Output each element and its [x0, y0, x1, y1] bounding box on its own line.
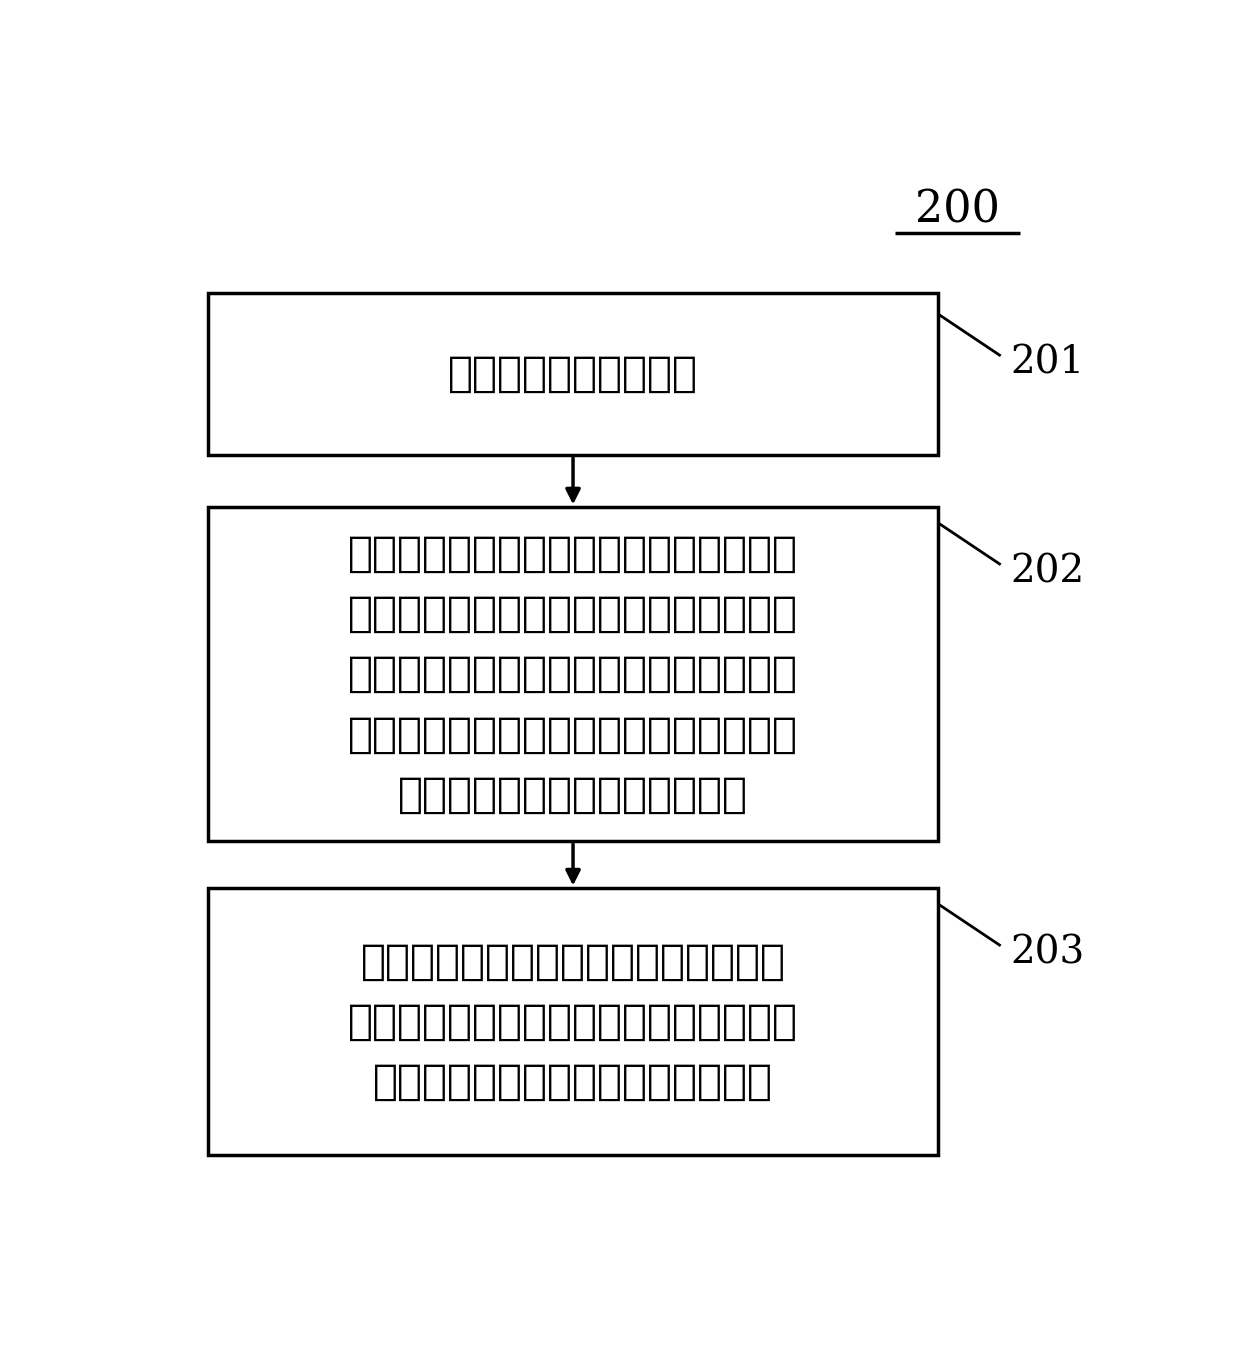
- Text: 203: 203: [1011, 934, 1085, 972]
- Bar: [208, 888, 939, 1155]
- Text: 201: 201: [1011, 344, 1085, 381]
- Text: 响应于确定出匹配分数大于第一预设阈
值，利用待识别的人脸图像更新注册库中
目标已注册对象的注册人脸图像集合: 响应于确定出匹配分数大于第一预设阈 值，利用待识别的人脸图像更新注册库中 目标已…: [348, 940, 799, 1102]
- Text: 将待识别的人脸图像与注册库中的已注册
对象的注册人脸图像集合进行匹配，确定
出与待识别的人脸图像对应的目标已注册
对象以及待识别的人脸图像与目标已注册
对象的注: 将待识别的人脸图像与注册库中的已注册 对象的注册人脸图像集合进行匹配，确定 出与…: [348, 533, 799, 816]
- Bar: [208, 293, 939, 456]
- Bar: [208, 507, 939, 841]
- Text: 202: 202: [1011, 553, 1085, 590]
- Text: 获取待识别的人脸图像: 获取待识别的人脸图像: [448, 353, 698, 395]
- Text: 200: 200: [915, 188, 999, 232]
